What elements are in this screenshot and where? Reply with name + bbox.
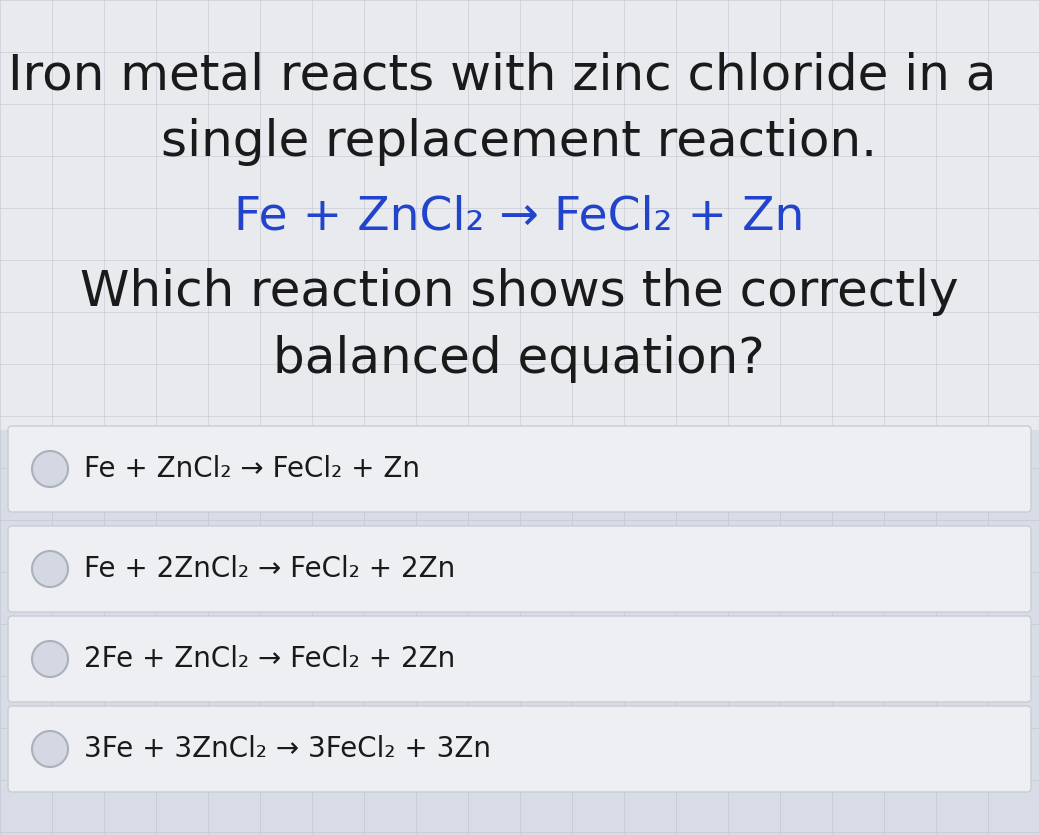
- Text: single replacement reaction.: single replacement reaction.: [161, 118, 877, 166]
- FancyBboxPatch shape: [8, 706, 1031, 792]
- Circle shape: [32, 731, 68, 767]
- Text: Which reaction shows the correctly: Which reaction shows the correctly: [80, 268, 958, 316]
- Circle shape: [32, 641, 68, 677]
- Text: Iron metal reacts with zinc chloride in a: Iron metal reacts with zinc chloride in …: [8, 52, 996, 100]
- Text: 2Fe + ZnCl₂ → FeCl₂ + 2Zn: 2Fe + ZnCl₂ → FeCl₂ + 2Zn: [84, 645, 455, 673]
- Text: 3Fe + 3ZnCl₂ → 3FeCl₂ + 3Zn: 3Fe + 3ZnCl₂ → 3FeCl₂ + 3Zn: [84, 735, 491, 763]
- Text: Fe + ZnCl₂ → FeCl₂ + Zn: Fe + ZnCl₂ → FeCl₂ + Zn: [84, 455, 420, 483]
- Text: Fe + 2ZnCl₂ → FeCl₂ + 2Zn: Fe + 2ZnCl₂ → FeCl₂ + 2Zn: [84, 555, 455, 583]
- FancyBboxPatch shape: [8, 426, 1031, 512]
- Text: Fe + ZnCl₂ → FeCl₂ + Zn: Fe + ZnCl₂ → FeCl₂ + Zn: [234, 195, 804, 240]
- FancyBboxPatch shape: [0, 0, 1039, 430]
- Circle shape: [32, 451, 68, 487]
- Circle shape: [32, 551, 68, 587]
- FancyBboxPatch shape: [8, 616, 1031, 702]
- FancyBboxPatch shape: [8, 526, 1031, 612]
- Text: balanced equation?: balanced equation?: [273, 335, 765, 383]
